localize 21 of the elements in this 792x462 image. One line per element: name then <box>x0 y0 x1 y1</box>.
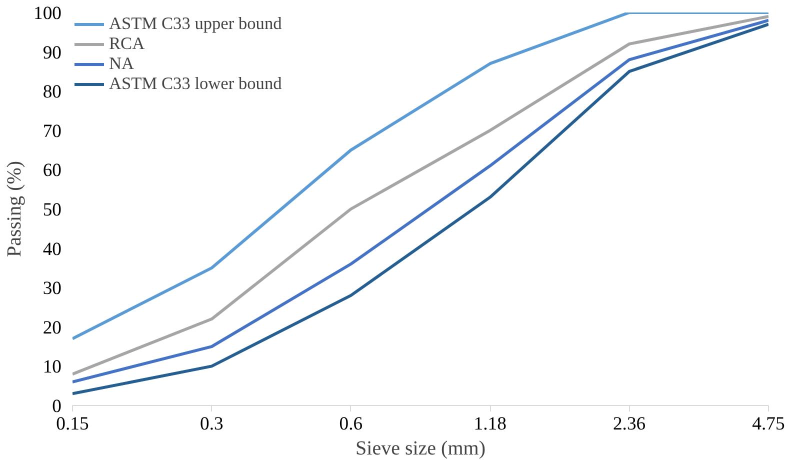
y-tick-label: 30 <box>42 278 62 300</box>
y-tick-label: 40 <box>42 238 62 260</box>
x-tick-label: 2.36 <box>612 414 646 434</box>
y-tick-label: 20 <box>42 317 62 338</box>
x-tick-label: 0.6 <box>339 414 363 434</box>
y-tick-label: 90 <box>42 42 62 64</box>
y-tick-label: 100 <box>34 3 62 24</box>
x-tick-label: 0.3 <box>200 414 224 434</box>
legend-label: RCA <box>109 34 145 54</box>
x-axis-title: Sieve size (mm) <box>356 438 486 460</box>
legend-label: NA <box>109 54 134 74</box>
y-tick-label: 70 <box>42 120 62 142</box>
y-tick-label: 50 <box>42 200 62 220</box>
y-tick-label: 60 <box>42 160 62 182</box>
legend-label: ASTM C33 lower bound <box>109 74 282 94</box>
x-tick-label: 4.75 <box>752 414 785 434</box>
x-tick-label: 1.18 <box>474 414 506 434</box>
y-tick-label: 80 <box>42 82 62 103</box>
y-tick-label: 10 <box>42 356 62 378</box>
legend-label: ASTM C33 upper bound <box>109 14 282 34</box>
y-axis-title: Passing (%) <box>4 160 26 258</box>
